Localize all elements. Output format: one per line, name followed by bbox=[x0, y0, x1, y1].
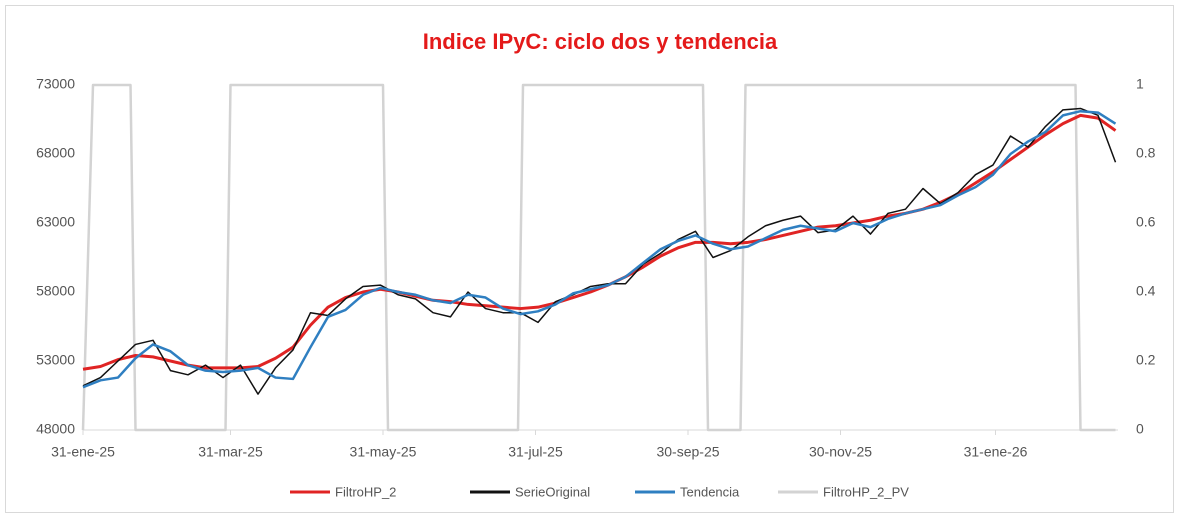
y2-tick-label: 0.6 bbox=[1136, 214, 1156, 230]
chart-frame bbox=[5, 5, 1174, 513]
y-tick-label: 68000 bbox=[36, 145, 75, 161]
x-tick-label: 31-mar-25 bbox=[198, 444, 263, 460]
series-line bbox=[81, 83, 1116, 432]
series-line bbox=[82, 113, 1117, 371]
y2-tick-label: 0.2 bbox=[1136, 352, 1156, 368]
y-tick-label: 63000 bbox=[36, 214, 75, 230]
series-line bbox=[82, 109, 1117, 389]
y2-tick-label: 0.8 bbox=[1136, 145, 1156, 161]
legend-label: FiltroHP_2 bbox=[335, 484, 396, 499]
x-tick-label: 31-ene-26 bbox=[964, 444, 1028, 460]
x-tick-label: 31-ene-25 bbox=[51, 444, 115, 460]
y-tick-label: 53000 bbox=[36, 352, 75, 368]
x-tick-label: 31-jul-25 bbox=[508, 444, 563, 460]
y2-tick-label: 1 bbox=[1136, 76, 1144, 92]
series-line bbox=[82, 107, 1117, 395]
x-tick-label: 30-nov-25 bbox=[809, 444, 872, 460]
x-tick-label: 30-sep-25 bbox=[656, 444, 719, 460]
y-tick-label: 73000 bbox=[36, 76, 75, 92]
legend-label: Tendencia bbox=[680, 484, 740, 499]
legend-label: SerieOriginal bbox=[515, 484, 590, 499]
y-tick-label: 48000 bbox=[36, 421, 75, 437]
y-tick-label: 58000 bbox=[36, 283, 75, 299]
chart-title: Indice IPyC: ciclo dos y tendencia bbox=[423, 29, 778, 54]
y2-tick-label: 0.4 bbox=[1136, 283, 1156, 299]
x-tick-label: 31-may-25 bbox=[350, 444, 417, 460]
legend-label: FiltroHP_2_PV bbox=[823, 484, 909, 499]
y2-tick-label: 0 bbox=[1136, 421, 1144, 437]
